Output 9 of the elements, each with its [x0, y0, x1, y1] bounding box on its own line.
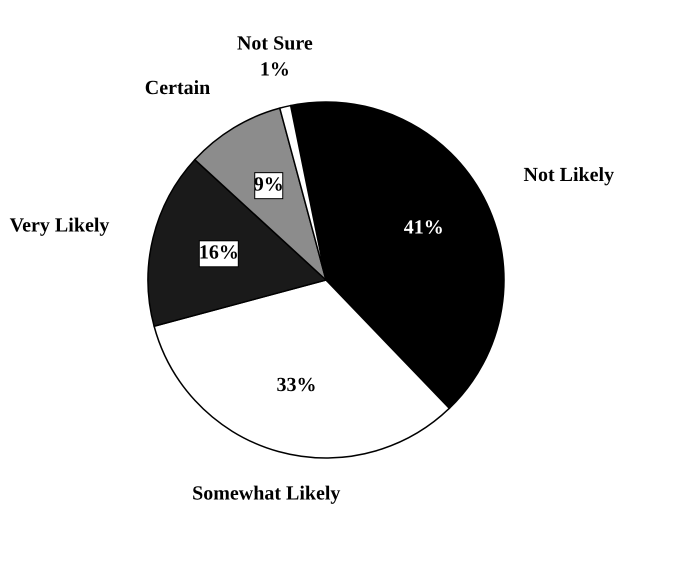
- data-label: 33%: [276, 374, 316, 396]
- slice-label: Not Likely: [524, 164, 614, 186]
- slice-label: Certain: [144, 76, 210, 99]
- data-label: 1%: [260, 58, 290, 81]
- slice-label: Very Likely: [10, 214, 110, 237]
- data-label: 16%: [198, 241, 239, 264]
- slice-label: Somewhat Likely: [192, 482, 340, 504]
- slice-label: Not Sure: [236, 32, 313, 55]
- data-label: 41%: [404, 216, 444, 238]
